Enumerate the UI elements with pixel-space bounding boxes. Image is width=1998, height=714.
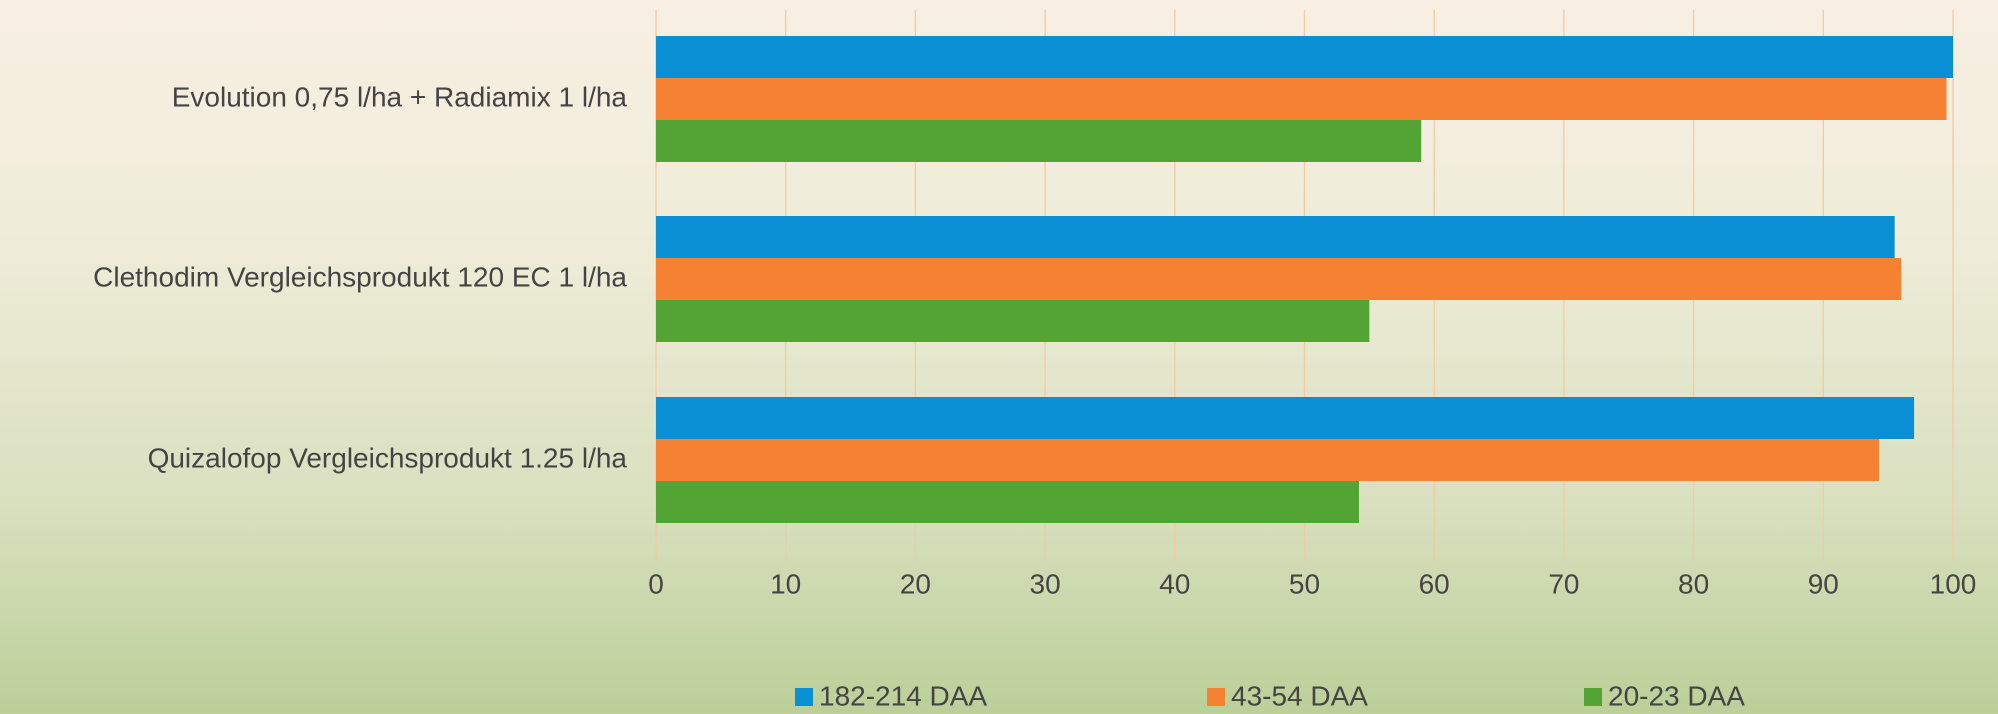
x-tick-label: 20 (900, 568, 931, 599)
category-label: Quizalofop Vergleichsprodukt 1.25 l/ha (148, 442, 628, 473)
bar (656, 36, 1953, 78)
x-tick-label: 10 (770, 568, 801, 599)
x-tick-label: 0 (648, 568, 664, 599)
x-tick-label: 60 (1419, 568, 1450, 599)
bar (656, 78, 1947, 120)
bar (656, 216, 1895, 258)
x-tick-label: 30 (1030, 568, 1061, 599)
legend-swatch (795, 688, 813, 706)
legend-label: 20-23 DAA (1608, 680, 1745, 711)
x-tick-label: 50 (1289, 568, 1320, 599)
x-tick-label: 90 (1808, 568, 1839, 599)
category-label: Evolution 0,75 l/ha + Radiamix 1 l/ha (172, 81, 628, 112)
bar (656, 481, 1359, 523)
legend-label: 182-214 DAA (819, 680, 987, 711)
bar (656, 120, 1422, 162)
bar (656, 300, 1370, 342)
x-tick-label: 100 (1930, 568, 1977, 599)
bar (656, 397, 1915, 439)
x-tick-label: 80 (1678, 568, 1709, 599)
legend-label: 43-54 DAA (1231, 680, 1368, 711)
legend-swatch (1584, 688, 1602, 706)
bar (656, 258, 1902, 300)
legend-swatch (1207, 688, 1225, 706)
bar (656, 439, 1880, 481)
x-tick-label: 40 (1159, 568, 1190, 599)
category-label: Clethodim Vergleichsprodukt 120 EC 1 l/h… (93, 261, 627, 292)
x-tick-label: 70 (1548, 568, 1579, 599)
